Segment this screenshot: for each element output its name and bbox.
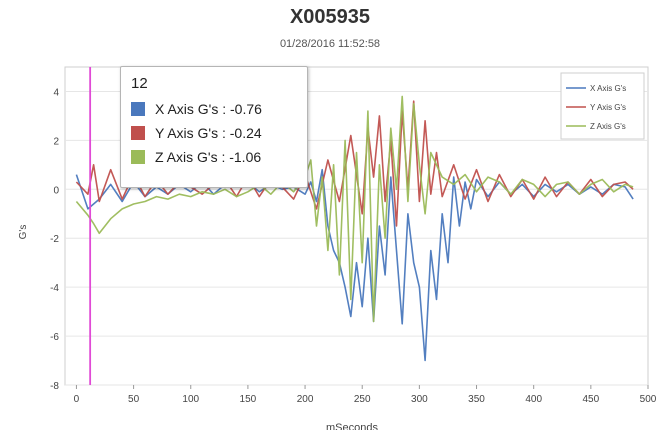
y-axis-label: G's [18,225,29,240]
x-tick-label: 0 [74,394,80,405]
tooltip-z-value: Z Axis G's : -1.06 [155,149,262,165]
chart-subtitle: 01/28/2016 11:52:58 [279,38,381,50]
x-tick-label: 450 [582,394,599,405]
tooltip-row-y: Y Axis G's : -0.24 [131,121,297,145]
tooltip-y-value: Y Axis G's : -0.24 [155,125,262,141]
y-tick-label: -6 [50,332,59,343]
x-axis-ticks: 0 50 100 150 200 250 300 350 400 450 500 [74,385,657,405]
z-series-swatch [131,150,145,164]
x-series-swatch [131,102,145,116]
data-tooltip: 12 X Axis G's : -0.76 Y Axis G's : -0.24… [120,66,308,188]
x-tick-label: 500 [640,394,657,405]
x-tick-label: 350 [468,394,485,405]
y-series-swatch [131,126,145,140]
x-axis-label: mSeconds [326,422,378,430]
x-tick-label: 250 [354,394,371,405]
legend-item-x[interactable]: X Axis G's [590,84,626,93]
y-axis-ticks: -8 -6 -4 -2 0 2 4 [50,87,59,392]
x-tick-label: 400 [525,394,542,405]
legend-item-y[interactable]: Y Axis G's [590,103,626,112]
x-tick-label: 300 [411,394,428,405]
chart-title: X005935 [289,6,371,28]
tooltip-row-x: X Axis G's : -0.76 [131,97,297,121]
x-tick-label: 50 [128,394,140,405]
x-tick-label: 100 [182,394,199,405]
y-tick-label: 2 [53,136,59,147]
y-tick-label: -2 [50,234,59,245]
tooltip-x-value: X Axis G's : -0.76 [155,101,262,117]
x-tick-label: 200 [297,394,314,405]
x-tick-label: 150 [240,394,257,405]
z-series-line[interactable] [75,95,634,323]
legend-item-z[interactable]: Z Axis G's [590,122,626,131]
y-tick-label: 4 [53,87,59,98]
y-series-line[interactable] [75,100,634,227]
legend: X Axis G's Y Axis G's Z Axis G's [560,72,645,140]
tooltip-title: 12 [131,75,148,92]
legend-box [560,72,645,140]
y-tick-label: 0 [53,185,59,196]
y-tick-label: -8 [50,381,59,392]
y-tick-label: -4 [50,283,59,294]
tooltip-row-z: Z Axis G's : -1.06 [131,145,297,169]
